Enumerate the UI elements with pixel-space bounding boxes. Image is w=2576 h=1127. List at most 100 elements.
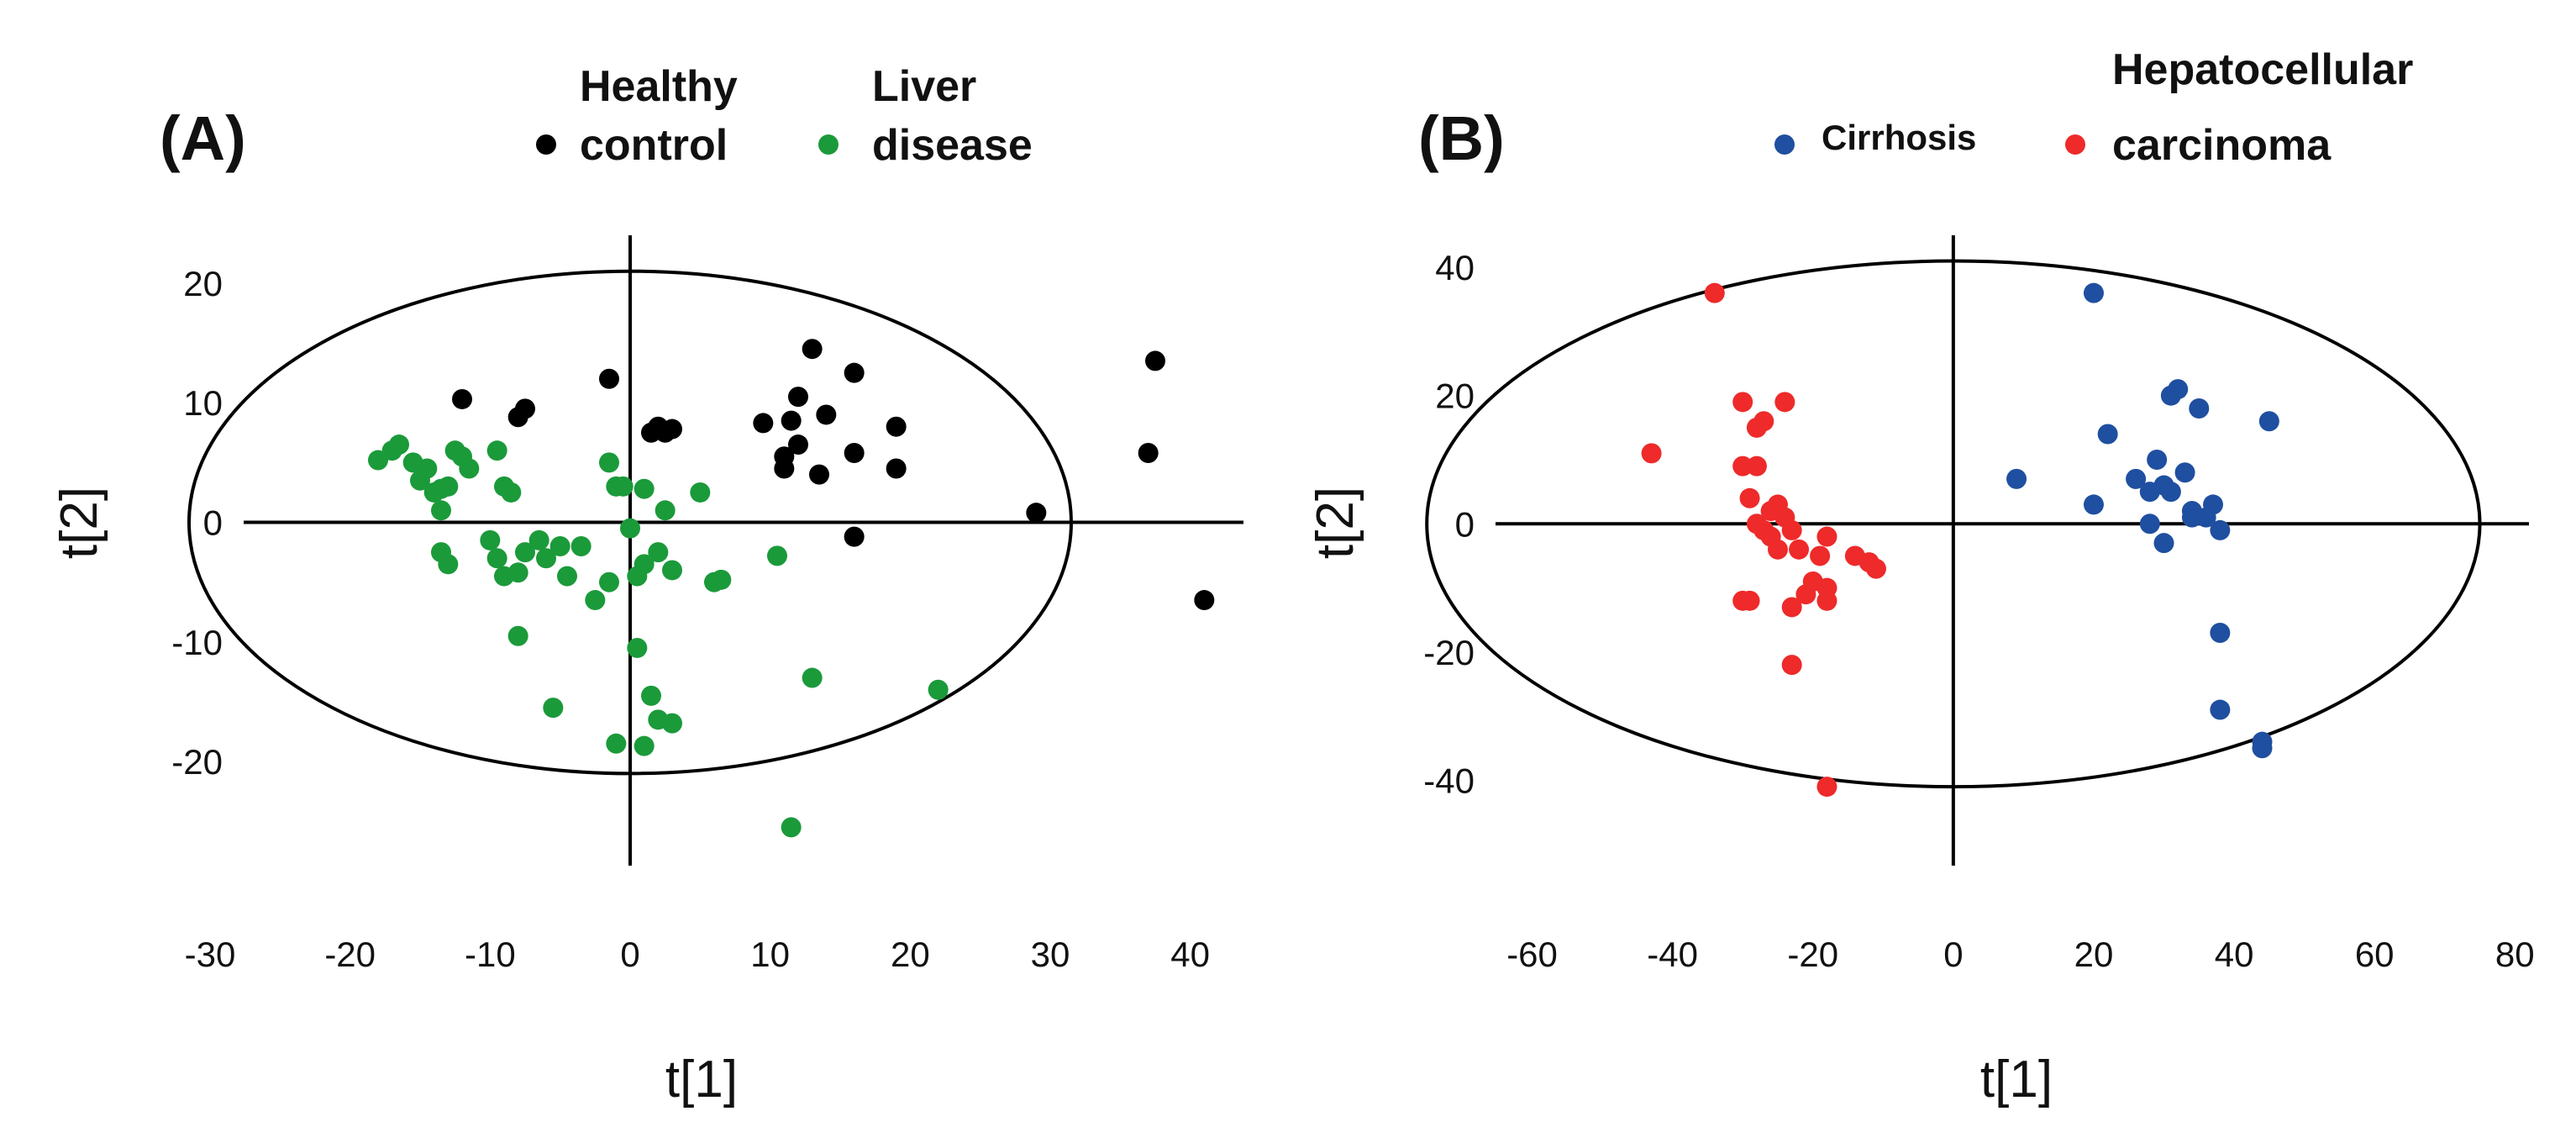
- point-liver-disease: [633, 554, 655, 575]
- legend-label-hepatocellular-carcinoma-line2: carcinoma: [2112, 121, 2332, 170]
- point-hepatocellular-carcinoma: [1767, 539, 1788, 560]
- point-liver-disease: [781, 817, 802, 838]
- point-hepatocellular-carcinoma: [1732, 392, 1753, 413]
- y-tick-label: -40: [1423, 761, 1475, 800]
- point-healthy-control: [844, 443, 865, 463]
- point-hepatocellular-carcinoma: [1774, 392, 1795, 413]
- point-liver-disease: [543, 698, 564, 719]
- point-liver-disease: [633, 478, 655, 499]
- point-healthy-control: [753, 413, 774, 434]
- point-hepatocellular-carcinoma: [1816, 526, 1837, 547]
- y-tick-label: -20: [171, 742, 223, 782]
- x-tick-label: 60: [2355, 935, 2395, 974]
- point-healthy-control: [844, 362, 865, 383]
- x-tick-label: -40: [1647, 935, 1698, 974]
- point-liver-disease: [599, 571, 619, 592]
- panel-a-y-axis-title: t[2]: [50, 487, 108, 559]
- x-tick-label: 20: [891, 935, 930, 974]
- x-tick-label: -20: [324, 935, 376, 974]
- point-healthy-control: [1138, 443, 1159, 463]
- point-liver-disease: [767, 545, 787, 566]
- point-hepatocellular-carcinoma: [1781, 519, 1802, 540]
- point-cirrhosis: [2252, 738, 2273, 759]
- point-liver-disease: [480, 529, 501, 550]
- y-tick-label: -10: [171, 623, 223, 662]
- point-liver-disease: [507, 625, 528, 646]
- point-liver-disease: [620, 518, 640, 539]
- point-cirrhosis: [2097, 424, 2118, 445]
- point-healthy-control: [599, 368, 619, 389]
- legend-marker-liver-disease: [818, 134, 839, 155]
- point-liver-disease: [515, 542, 535, 563]
- point-liver-disease: [549, 536, 570, 556]
- y-tick-label: -20: [1423, 633, 1475, 672]
- point-cirrhosis: [2153, 533, 2174, 554]
- panel-b-points: [1641, 282, 2279, 798]
- point-healthy-control: [1145, 350, 1165, 371]
- y-tick-label: 10: [183, 383, 223, 423]
- legend-label-healthy-control-line1: Healthy: [580, 62, 738, 111]
- legend-label-liver-disease-line1: Liver: [872, 62, 976, 111]
- point-cirrhosis: [2174, 462, 2195, 483]
- point-cirrhosis: [2181, 507, 2202, 528]
- point-hepatocellular-carcinoma: [1865, 558, 1886, 579]
- x-tick-label: -60: [1506, 935, 1558, 974]
- point-cirrhosis: [2189, 398, 2210, 419]
- point-liver-disease: [633, 735, 655, 756]
- legend-marker-hepatocellular-carcinoma: [2065, 134, 2085, 155]
- point-liver-disease: [627, 637, 648, 658]
- point-liver-disease: [557, 566, 577, 587]
- panel-a-label: (A): [160, 103, 246, 173]
- panel-b-y-ticks: 40 20 0 -20 -40: [1423, 248, 1475, 800]
- point-liver-disease: [507, 562, 528, 583]
- panel-b-y-axis-title: t[2]: [1306, 487, 1364, 559]
- point-healthy-control: [515, 398, 535, 419]
- y-tick-label: 20: [183, 264, 223, 303]
- x-tick-label: -30: [185, 935, 236, 974]
- point-cirrhosis: [2160, 482, 2181, 503]
- point-hepatocellular-carcinoma: [1641, 443, 1662, 464]
- point-liver-disease: [585, 590, 606, 611]
- panel-a-x-axis-title: t[1]: [665, 1051, 738, 1109]
- point-hepatocellular-carcinoma: [1732, 456, 1753, 477]
- point-liver-disease: [536, 548, 556, 569]
- y-tick-label: 40: [1435, 248, 1475, 287]
- panel-a: (A) Healthy control Liver disease -30 -20…: [50, 62, 1243, 1109]
- y-tick-label: 0: [203, 503, 223, 543]
- point-cirrhosis: [2210, 622, 2231, 643]
- point-hepatocellular-carcinoma: [1795, 584, 1816, 605]
- point-cirrhosis: [2160, 385, 2181, 406]
- point-liver-disease: [612, 476, 633, 497]
- point-liver-disease: [570, 536, 591, 556]
- point-hepatocellular-carcinoma: [1781, 597, 1802, 618]
- point-liver-disease: [528, 529, 549, 550]
- point-hepatocellular-carcinoma: [1739, 487, 1760, 508]
- point-liver-disease: [501, 482, 522, 503]
- point-healthy-control: [1194, 590, 1215, 611]
- panel-b-x-ticks: -60 -40 -20 0 20 40 60 80: [1506, 935, 2534, 974]
- point-liver-disease: [389, 434, 409, 456]
- point-liver-disease: [599, 452, 619, 473]
- point-hepatocellular-carcinoma: [1816, 777, 1837, 798]
- legend-label-liver-disease-line2: disease: [872, 121, 1033, 170]
- point-liver-disease: [690, 482, 711, 503]
- point-liver-disease: [711, 569, 732, 590]
- point-healthy-control: [844, 526, 865, 547]
- point-healthy-control: [781, 410, 802, 431]
- y-tick-label: 0: [1455, 504, 1475, 544]
- point-cirrhosis: [2139, 513, 2160, 535]
- point-liver-disease: [802, 667, 823, 688]
- x-tick-label: 0: [620, 935, 639, 974]
- panel-b-x-axis-title: t[1]: [1980, 1051, 2053, 1109]
- point-healthy-control: [788, 387, 808, 408]
- point-hepatocellular-carcinoma: [1753, 411, 1774, 432]
- point-cirrhosis: [2147, 450, 2168, 471]
- x-tick-label: -10: [465, 935, 516, 974]
- point-cirrhosis: [2006, 468, 2027, 489]
- point-hepatocellular-carcinoma: [1746, 456, 1767, 477]
- point-liver-disease: [662, 713, 682, 734]
- panel-b-legend: Cirrhosis Hepatocellular carcinoma: [1774, 45, 2413, 170]
- point-liver-disease: [431, 500, 451, 521]
- x-tick-label: 0: [1943, 935, 1963, 974]
- point-healthy-control: [886, 458, 907, 479]
